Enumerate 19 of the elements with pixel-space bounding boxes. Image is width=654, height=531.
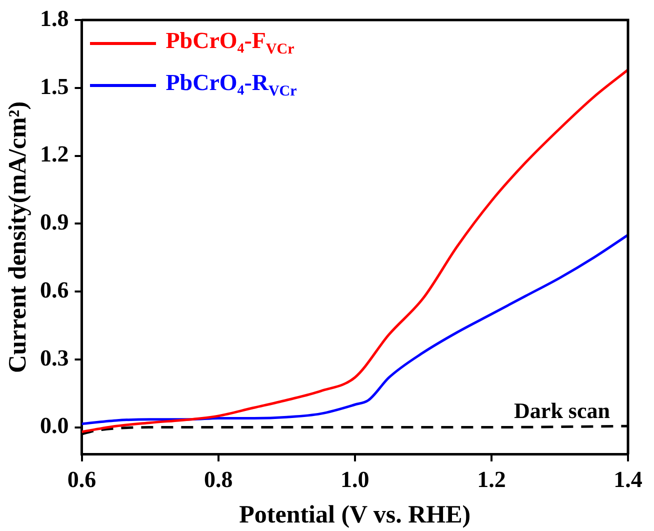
- x-tick-label: 1.0: [340, 467, 370, 492]
- y-tick-label: 1.5: [40, 74, 69, 99]
- x-tick-label: 1.2: [477, 467, 506, 492]
- annotation: Dark scan: [514, 398, 610, 424]
- y-tick-label: 1.8: [40, 6, 69, 31]
- legend-label: PbCrO₄-R$_{VCr}$: [166, 70, 297, 100]
- x-tick-label: 0.8: [204, 467, 233, 492]
- y-tick-label: 0.3: [40, 345, 69, 370]
- x-axis-title: Potential (V vs. RHE): [239, 501, 471, 528]
- line-series: [82, 234, 628, 426]
- legend-label: PbCrO₄-F$_{VCr}$: [166, 28, 294, 58]
- x-tick-label: 0.6: [67, 467, 96, 492]
- line-series: [82, 68, 628, 434]
- y-tick-label: 0.6: [40, 277, 69, 302]
- y-tick-label: 1.2: [40, 142, 69, 167]
- y-axis-title: Current density(mA/cm²): [4, 101, 32, 373]
- y-tick-label: 0.9: [40, 210, 69, 235]
- y-tick-label: 0.0: [40, 413, 69, 438]
- x-tick-label: 1.4: [614, 467, 643, 492]
